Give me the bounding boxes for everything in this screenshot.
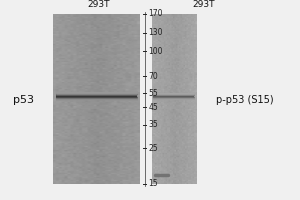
Text: 170: 170 [148, 9, 163, 19]
Text: 45: 45 [148, 103, 158, 112]
Text: 70: 70 [148, 72, 158, 81]
Text: p-p53 (S15): p-p53 (S15) [216, 95, 274, 105]
Text: p53: p53 [14, 95, 34, 105]
Text: 100: 100 [148, 47, 163, 56]
Text: 293T: 293T [88, 0, 110, 9]
Text: 35: 35 [148, 120, 158, 129]
Text: 55: 55 [148, 89, 158, 98]
Text: 130: 130 [148, 28, 163, 37]
Text: 15: 15 [148, 180, 158, 188]
Text: 25: 25 [148, 144, 158, 153]
Text: 293T: 293T [193, 0, 215, 9]
